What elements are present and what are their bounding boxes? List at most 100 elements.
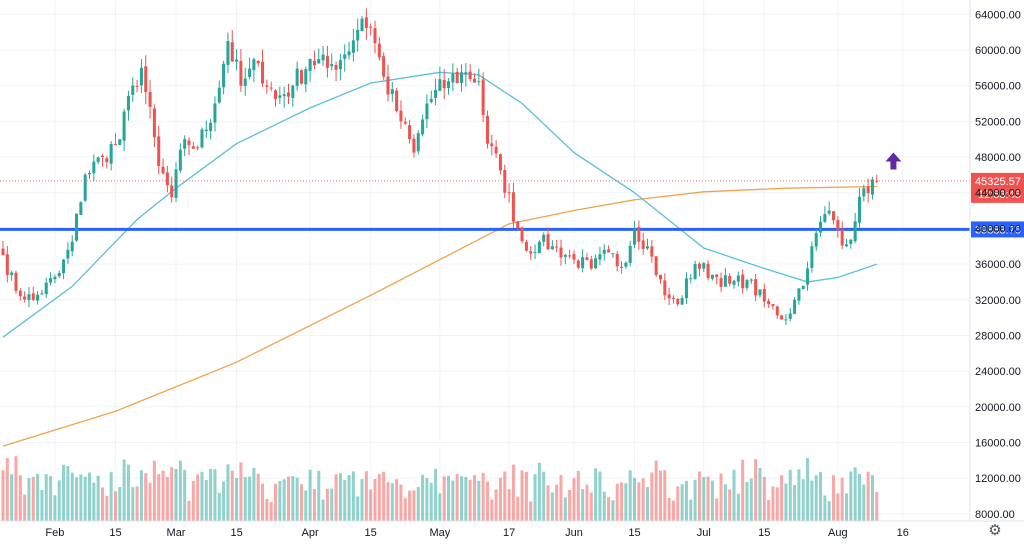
candle-body[interactable] xyxy=(780,315,784,320)
candle-body[interactable] xyxy=(196,147,200,149)
candle-body[interactable] xyxy=(135,86,139,88)
candle-body[interactable] xyxy=(325,55,329,68)
candle-body[interactable] xyxy=(83,174,87,201)
candle-body[interactable] xyxy=(498,154,502,171)
candle-body[interactable] xyxy=(377,43,381,58)
candle-body[interactable] xyxy=(771,304,775,307)
candle-body[interactable] xyxy=(356,29,360,41)
candle-body[interactable] xyxy=(100,155,105,158)
candle-body[interactable] xyxy=(810,246,814,268)
candle-body[interactable] xyxy=(31,293,35,300)
candle-body[interactable] xyxy=(343,54,347,59)
candle-body[interactable] xyxy=(295,68,299,86)
candle-body[interactable] xyxy=(563,254,567,257)
candle-body[interactable] xyxy=(654,256,658,275)
candle-body[interactable] xyxy=(239,61,243,86)
candle-body[interactable] xyxy=(581,257,585,269)
candle-body[interactable] xyxy=(680,297,684,305)
candle-body[interactable] xyxy=(806,268,810,285)
candle-body[interactable] xyxy=(87,173,92,175)
candle-body[interactable] xyxy=(351,40,355,53)
candle-body[interactable] xyxy=(862,188,866,197)
candle-body[interactable] xyxy=(334,64,338,70)
candle-body[interactable] xyxy=(126,96,130,111)
candle-body[interactable] xyxy=(230,42,234,62)
candle-body[interactable] xyxy=(784,319,788,321)
candle-body[interactable] xyxy=(421,119,425,135)
candle-body[interactable] xyxy=(455,71,459,84)
candle-body[interactable] xyxy=(624,262,628,267)
candle-body[interactable] xyxy=(434,89,438,98)
candle-body[interactable] xyxy=(187,140,191,145)
candle-body[interactable] xyxy=(797,288,801,301)
candle-body[interactable] xyxy=(602,249,606,254)
candle-body[interactable] xyxy=(178,149,182,171)
candle-body[interactable] xyxy=(529,251,533,254)
candle-body[interactable] xyxy=(256,61,260,64)
candle-body[interactable] xyxy=(304,69,308,85)
candle-body[interactable] xyxy=(728,275,732,284)
candle-body[interactable] xyxy=(715,274,719,278)
candle-body[interactable] xyxy=(299,70,303,84)
candle-body[interactable] xyxy=(118,139,122,146)
candle-body[interactable] xyxy=(157,136,161,166)
candle-body[interactable] xyxy=(243,78,247,86)
candle-body[interactable] xyxy=(468,71,472,80)
candle-body[interactable] xyxy=(494,146,498,154)
candle-body[interactable] xyxy=(57,272,61,277)
candle-body[interactable] xyxy=(92,161,96,174)
candle-body[interactable] xyxy=(611,253,615,255)
candle-body[interactable] xyxy=(650,246,654,257)
candle-body[interactable] xyxy=(542,234,546,242)
candle-body[interactable] xyxy=(598,254,602,260)
candle-body[interactable] xyxy=(360,18,364,31)
horizontal-level-line[interactable]: 39883.76 xyxy=(0,221,1024,238)
candle-body[interactable] xyxy=(857,196,861,223)
candle-body[interactable] xyxy=(684,278,688,299)
candle-body[interactable] xyxy=(775,306,779,316)
candle-body[interactable] xyxy=(485,115,489,144)
candle-body[interactable] xyxy=(226,41,230,65)
candle-body[interactable] xyxy=(18,290,22,297)
candle-body[interactable] xyxy=(667,294,671,299)
candle-body[interactable] xyxy=(79,202,83,215)
candle-body[interactable] xyxy=(36,294,40,301)
candle-body[interactable] xyxy=(312,60,316,66)
candle-body[interactable] xyxy=(330,64,334,67)
candle-body[interactable] xyxy=(754,279,758,296)
candle-body[interactable] xyxy=(27,294,31,300)
candle-body[interactable] xyxy=(209,122,213,132)
candle-body[interactable] xyxy=(122,111,126,141)
candle-body[interactable] xyxy=(70,241,74,252)
candle-body[interactable] xyxy=(844,244,849,247)
candle-body[interactable] xyxy=(762,289,766,302)
candle-body[interactable] xyxy=(291,85,295,98)
candle-body[interactable] xyxy=(113,144,117,146)
candle-body[interactable] xyxy=(213,103,217,123)
candle-body[interactable] xyxy=(559,247,563,258)
candle-body[interactable] xyxy=(204,129,208,132)
candle-body[interactable] xyxy=(131,85,135,95)
candle-body[interactable] xyxy=(399,110,403,122)
candle-body[interactable] xyxy=(408,125,412,140)
candle-body[interactable] xyxy=(174,169,178,198)
candle-body[interactable] xyxy=(866,186,870,194)
candle-body[interactable] xyxy=(191,146,195,149)
candle-body[interactable] xyxy=(459,72,464,83)
candle-body[interactable] xyxy=(5,254,9,275)
candle-body[interactable] xyxy=(49,278,53,283)
candle-body[interactable] xyxy=(1,248,5,256)
candle-body[interactable] xyxy=(555,246,559,248)
candle-body[interactable] xyxy=(516,221,520,229)
candle-body[interactable] xyxy=(745,280,749,288)
candle-body[interactable] xyxy=(537,241,541,254)
candle-body[interactable] xyxy=(105,158,109,163)
candle-body[interactable] xyxy=(62,259,66,274)
candle-body[interactable] xyxy=(152,108,156,138)
candle-body[interactable] xyxy=(658,274,663,280)
candle-body[interactable] xyxy=(814,232,818,247)
candle-body[interactable] xyxy=(719,278,723,287)
candle-body[interactable] xyxy=(477,81,481,83)
candle-body[interactable] xyxy=(403,121,407,124)
